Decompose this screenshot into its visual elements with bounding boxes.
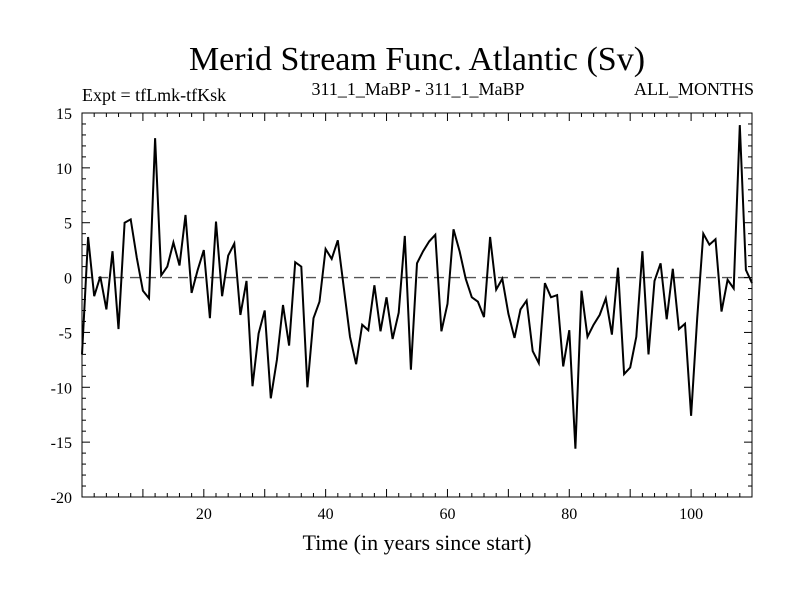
chart-subtitle-right: ALL_MONTHS [634,79,754,99]
y-tick-label: -20 [51,490,72,507]
chart-subtitle-left: Expt = tfLmk-tfKsk [82,85,226,105]
series-line [81,125,753,449]
chart-title: Merid Stream Func. Atlantic (Sv) [189,41,645,78]
y-tick-label: 5 [64,216,72,233]
y-tick-label: -15 [51,435,72,452]
x-tick-label: 80 [561,506,577,523]
plot-frame [81,112,753,498]
y-tick-label: 10 [56,161,72,178]
x-tick-label: 100 [679,506,703,523]
x-tick-label: 60 [439,506,455,523]
y-tick-label: 0 [64,271,72,288]
y-tick-label: -5 [59,325,72,342]
chart-subtitle-center: 311_1_MaBP - 311_1_MaBP [311,79,524,99]
x-axis-label: Time (in years since start) [303,530,532,555]
x-tick-label: 40 [318,506,334,523]
y-tick-label: 15 [56,106,72,123]
x-tick-label: 20 [196,506,212,523]
y-tick-label: -10 [51,380,72,397]
